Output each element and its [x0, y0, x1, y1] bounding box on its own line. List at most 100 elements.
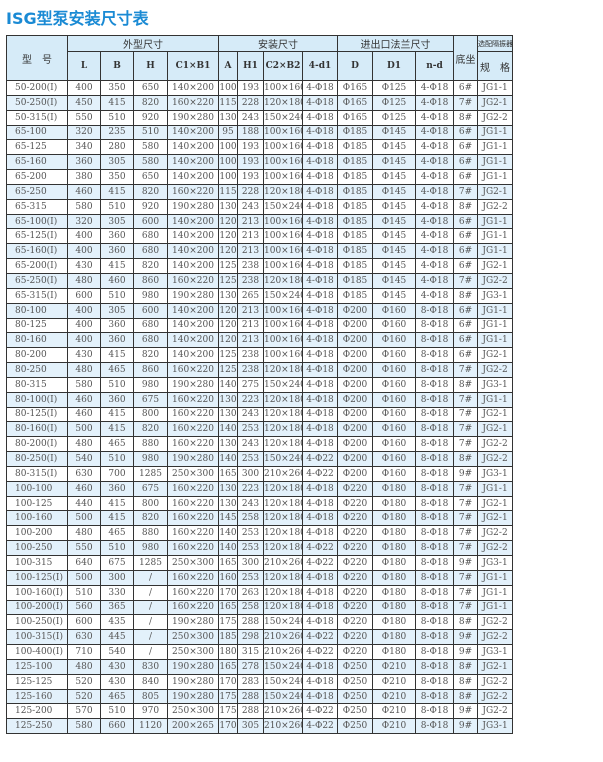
cell-model: 65-100: [6, 124, 68, 141]
table-cell: 125: [218, 272, 238, 289]
table-cell: 213: [237, 317, 264, 334]
table-cell: 4-Φ22: [302, 718, 338, 735]
table-row: 80-250 480 465 860 160×220 125 238 120×180 4-Φ18…: [6, 362, 514, 378]
table-cell: 4-Φ18: [302, 124, 338, 141]
table-cell: 190×280: [167, 614, 219, 631]
table-cell: 480: [67, 658, 101, 675]
table-cell: 160×220: [167, 272, 219, 289]
table-cell: 165: [218, 599, 238, 616]
table-cell: Φ145: [372, 198, 416, 215]
table-cell: 140×200: [167, 169, 219, 185]
table-cell: Φ180: [372, 540, 416, 556]
table-cell: 465: [100, 688, 134, 705]
table-cell: 288: [237, 614, 264, 631]
table-cell: Φ220: [337, 525, 373, 542]
table-cell: 460: [67, 183, 101, 200]
table-cell: 8-Φ18: [414, 480, 455, 497]
table-cell: 165: [218, 555, 238, 571]
table-row: 100-100 460 360 675 160×220 130 223 120×180 4-Φ1…: [6, 480, 514, 497]
header-col-D: D: [337, 51, 373, 81]
table-cell: 150×240: [263, 658, 303, 675]
table-cell: 140×200: [167, 302, 219, 319]
table-row: 100-315 640 675 1285 250×300 165 300 210×260 4-Φ…: [6, 555, 514, 571]
table-cell: 243: [237, 109, 264, 126]
table-cell: 100×160: [263, 139, 303, 156]
table-cell: Φ220: [337, 540, 373, 556]
table-cell: 4-Φ18: [302, 154, 338, 171]
table-cell: Φ165: [337, 94, 373, 111]
table-cell: 4-Φ18: [414, 94, 455, 111]
header-col-A: A: [218, 51, 238, 81]
table-cell: Φ200: [337, 317, 373, 334]
table-cell: 160×220: [167, 510, 219, 527]
table-cell: 100×160: [263, 332, 303, 349]
cell-model: 100-200: [6, 525, 68, 542]
table-cell: 680: [133, 243, 168, 260]
table-cell: 510: [67, 584, 101, 601]
table-cell: Φ180: [372, 614, 416, 631]
table-cell: JG1-1: [477, 332, 514, 349]
table-cell: 130: [218, 198, 238, 215]
table-cell: Φ160: [372, 347, 416, 364]
table-cell: 223: [237, 391, 264, 408]
table-cell: 800: [133, 406, 168, 423]
table-cell: 120: [218, 228, 238, 245]
table-cell: 120×180: [263, 569, 303, 586]
table-cell: JG2-1: [477, 421, 514, 438]
table-cell: 7#: [453, 183, 479, 200]
table-cell: /: [133, 584, 168, 601]
table-cell: 120×180: [263, 183, 303, 200]
table-cell: 4-Φ18: [302, 332, 338, 349]
table-cell: 190×280: [167, 287, 219, 304]
table-cell: 510: [100, 540, 134, 556]
table-cell: Φ185: [337, 198, 373, 215]
table-cell: 675: [133, 391, 168, 408]
table-row: 100-250(I) 600 435/190×280 175 288 150×240 4-Φ…: [6, 614, 514, 631]
table-cell: 4-Φ18: [414, 183, 455, 200]
table-row: 80-160 400 360 680 140×200 120 213 100×160 4-Φ18…: [6, 332, 514, 349]
table-cell: 8#: [453, 658, 479, 675]
table-cell: 7#: [453, 436, 479, 453]
table-cell: 150×240: [263, 673, 303, 690]
table-cell: Φ200: [337, 421, 373, 438]
table-row: 80-100(I) 460 360 675 160×220 130 223 120×180 4-…: [6, 391, 514, 408]
table-cell: 120×180: [263, 584, 303, 601]
table-cell: 160×220: [167, 525, 219, 542]
table-cell: /: [133, 599, 168, 616]
table-cell: 8-Φ18: [414, 391, 455, 408]
table-cell: JG3-1: [477, 287, 514, 304]
table-cell: 120×180: [263, 480, 303, 497]
table-cell: 4-Φ22: [302, 644, 338, 660]
table-cell: 8#: [453, 287, 479, 304]
table-cell: 120×180: [263, 406, 303, 423]
table-cell: 7#: [453, 525, 479, 542]
table-cell: Φ200: [337, 451, 373, 467]
table-cell: 8-Φ18: [414, 673, 455, 690]
table-cell: 125: [218, 362, 238, 378]
table-cell: JG2-2: [477, 703, 514, 720]
table-cell: 100: [218, 80, 238, 96]
table-cell: 680: [133, 317, 168, 334]
table-cell: Φ180: [372, 555, 416, 571]
table-cell: 9#: [453, 555, 479, 571]
table-cell: 185: [218, 629, 238, 646]
table-row: 65-250 460 415 820 160×220 115 228 120×180 4-Φ18…: [6, 183, 514, 200]
table-cell: Φ185: [337, 272, 373, 289]
table-cell: JG3-1: [477, 644, 514, 660]
table-cell: 6#: [453, 124, 479, 141]
table-cell: 100×160: [263, 243, 303, 260]
table-cell: JG2-2: [477, 688, 514, 705]
table-cell: 200×265: [167, 718, 219, 735]
cell-model: 65-160(I): [6, 243, 68, 260]
table-cell: 8-Φ18: [414, 614, 455, 631]
table-cell: 4-Φ18: [414, 243, 455, 260]
cell-model: 125-200: [6, 703, 68, 720]
table-row: 65-315(I) 600 510 980 190×280 130 265 150×240 4-…: [6, 287, 514, 304]
table-row: 100-160(I) 510 330/160×220 170 263 120×180 4-Φ…: [6, 584, 514, 601]
table-cell: Φ180: [372, 480, 416, 497]
table-row: 100-160 500 415 820 160×220 145 258 120×180 4-Φ1…: [6, 510, 514, 527]
table-cell: JG1-1: [477, 391, 514, 408]
table-cell: 180: [218, 644, 238, 660]
table-cell: JG1-1: [477, 213, 514, 230]
table-cell: 980: [133, 451, 168, 467]
